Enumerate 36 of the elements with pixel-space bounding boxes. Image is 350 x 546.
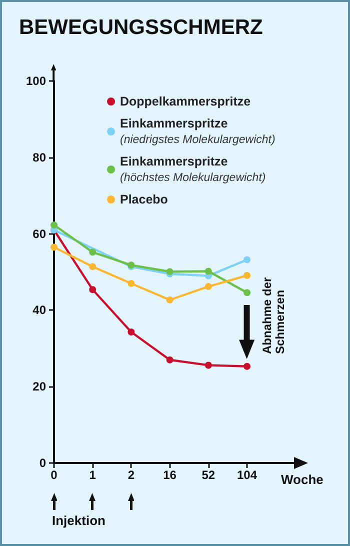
point: [204, 283, 212, 290]
point: [128, 328, 135, 336]
point: [89, 263, 96, 270]
point: [244, 272, 250, 279]
y-tick-label: 0: [39, 456, 46, 470]
point: [128, 280, 135, 287]
legend-label: Doppelkammerspritze: [120, 94, 251, 108]
x-tick-label: 16: [163, 468, 177, 482]
y-tick-label: 100: [26, 74, 46, 88]
point: [50, 244, 58, 251]
x-tick-label: 0: [50, 468, 58, 482]
legend-label: Einkammerspritze (höchstes Molekulargewicht): [120, 154, 266, 184]
point: [244, 256, 250, 264]
x-tick-label: 2: [128, 468, 135, 482]
legend-label: Einkammerspritze (niedrigstes Molekulargewicht): [120, 116, 276, 146]
x-tick-label: 1: [89, 468, 96, 482]
y-tick-label: 80: [32, 150, 46, 164]
point: [244, 289, 250, 296]
legend-label: Placebo: [120, 192, 168, 206]
point: [50, 222, 58, 229]
point: [89, 286, 96, 294]
y-tick-label: 60: [32, 226, 46, 241]
point: [244, 362, 250, 370]
point: [166, 356, 174, 364]
x-tick-label: 104: [236, 468, 258, 482]
text: Abnahme der Schmerzen: [260, 277, 287, 354]
x-axis-title: Woche: [281, 472, 324, 487]
chart-title: BEWEGUNGSSCHMERZ: [19, 16, 264, 39]
point: [204, 268, 212, 275]
y-tick-label: 40: [32, 303, 46, 318]
y-tick-label: 20: [32, 380, 46, 394]
x-tick-label: 52: [202, 468, 216, 482]
point: [204, 362, 212, 369]
text: Injektion: [52, 513, 106, 528]
point: [166, 296, 174, 304]
point: [89, 248, 96, 256]
